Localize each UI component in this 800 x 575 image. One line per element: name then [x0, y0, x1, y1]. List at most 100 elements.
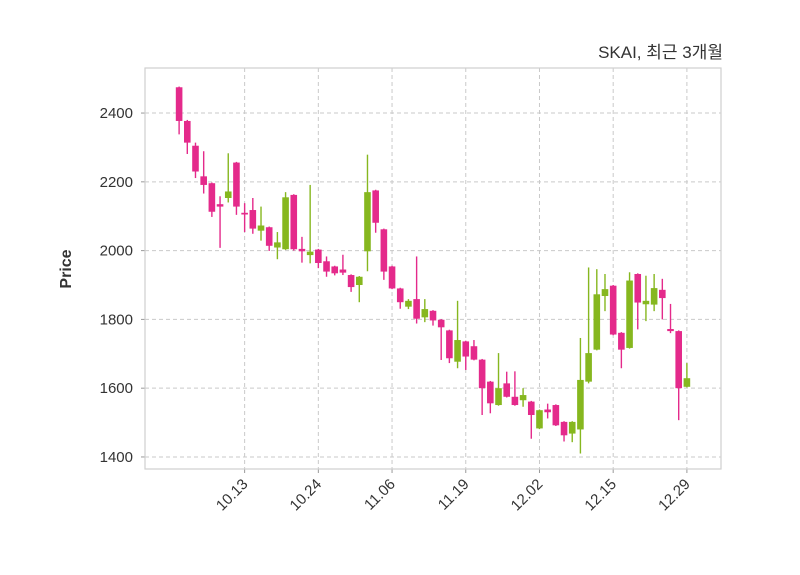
- y-axis-label: Price: [58, 249, 75, 289]
- candle-body: [233, 162, 240, 207]
- x-tick-label: 12.29: [655, 476, 694, 515]
- candle-body: [626, 280, 633, 348]
- candle-body: [560, 421, 568, 436]
- candle-body: [421, 309, 429, 318]
- candle-body: [298, 248, 306, 252]
- candle-body: [495, 388, 502, 406]
- candle-wick: [440, 319, 442, 360]
- candle-body: [355, 276, 363, 286]
- candle-body: [446, 330, 453, 359]
- candle-body: [413, 299, 420, 319]
- candle-wick: [686, 363, 688, 388]
- candle-body: [315, 249, 322, 263]
- chart-title: SKAI, 최근 3개월: [598, 43, 723, 62]
- y-tick-label: 2000: [100, 243, 133, 260]
- y-tick-label: 2400: [100, 105, 133, 122]
- candle-wick: [645, 275, 647, 322]
- x-tick-label: 10.24: [287, 476, 326, 515]
- candle-body: [601, 289, 609, 297]
- candle-wick: [219, 196, 221, 248]
- candle-body: [429, 310, 437, 321]
- candle-body: [200, 176, 207, 185]
- candle-body: [462, 341, 470, 357]
- candle-body: [224, 191, 232, 198]
- candle-wick: [530, 400, 532, 439]
- plot-border: [144, 67, 722, 470]
- candle-body: [347, 275, 355, 288]
- candle-body: [388, 266, 396, 289]
- candle-wick: [669, 303, 672, 334]
- candle-body: [265, 227, 273, 246]
- candle-body: [609, 285, 617, 335]
- x-tick-label: 12.15: [581, 476, 620, 515]
- candle-wick: [620, 332, 623, 369]
- candle-body: [257, 225, 265, 231]
- y-tick-label: 1400: [100, 449, 133, 466]
- x-tick-label: 11.06: [361, 476, 399, 514]
- candle-body: [208, 183, 216, 212]
- candle-body: [331, 266, 339, 274]
- candle-body: [396, 288, 404, 303]
- candle-wick: [202, 151, 205, 194]
- candle-body: [650, 288, 658, 305]
- candle-body: [249, 210, 257, 229]
- candle-wick: [587, 267, 590, 384]
- candle-body: [216, 204, 224, 207]
- candle-body: [683, 378, 691, 387]
- candle-body: [618, 332, 625, 350]
- candle-wick: [661, 278, 664, 320]
- candle-body: [470, 346, 478, 360]
- candle-body: [323, 261, 330, 272]
- y-tick-label: 2200: [100, 174, 133, 191]
- candle-wick: [342, 254, 344, 276]
- candle-body: [454, 340, 461, 362]
- candle-wick: [243, 203, 246, 233]
- candle-body: [241, 212, 248, 215]
- candle-body: [437, 319, 445, 328]
- candle-wick: [227, 153, 229, 203]
- candle-body: [568, 421, 576, 434]
- candle-body: [527, 401, 535, 416]
- candle-wick: [456, 300, 459, 369]
- candle-body: [511, 396, 519, 406]
- candle-wick: [309, 184, 311, 264]
- candle-body: [405, 300, 412, 307]
- candle-body: [642, 300, 650, 305]
- y-tick-label: 1800: [100, 311, 133, 328]
- candle-body: [536, 410, 543, 429]
- candle-body: [306, 251, 314, 256]
- candle-body: [519, 395, 527, 401]
- candle-body: [364, 192, 371, 252]
- candle-body: [339, 269, 347, 273]
- candle-body: [274, 242, 281, 248]
- x-tick-label: 10.13: [213, 476, 252, 515]
- candle-body: [585, 353, 592, 382]
- candle-body: [675, 331, 682, 389]
- candle-wick: [415, 256, 418, 324]
- candle-body: [634, 274, 642, 303]
- x-tick-label: 11.19: [435, 476, 473, 514]
- candle-body: [593, 294, 601, 350]
- candle-body: [290, 194, 298, 250]
- candle-body: [372, 190, 379, 223]
- y-tick-label: 1600: [100, 380, 133, 397]
- candle-body: [192, 145, 199, 172]
- candle-body: [667, 329, 674, 332]
- candle-body: [282, 197, 289, 250]
- candle-body: [380, 229, 388, 272]
- candle-body: [184, 120, 191, 143]
- candle-wick: [514, 371, 516, 406]
- candle-body: [544, 409, 551, 413]
- candle-body: [659, 289, 666, 299]
- candle-wick: [260, 206, 262, 241]
- candle-body: [577, 379, 584, 430]
- candle-body: [487, 381, 494, 404]
- candle-body: [503, 383, 511, 397]
- candle-body: [478, 359, 486, 389]
- candle-wick: [358, 276, 360, 303]
- candle-body: [175, 87, 183, 121]
- candle-body: [552, 405, 560, 426]
- candle-wick: [497, 353, 500, 406]
